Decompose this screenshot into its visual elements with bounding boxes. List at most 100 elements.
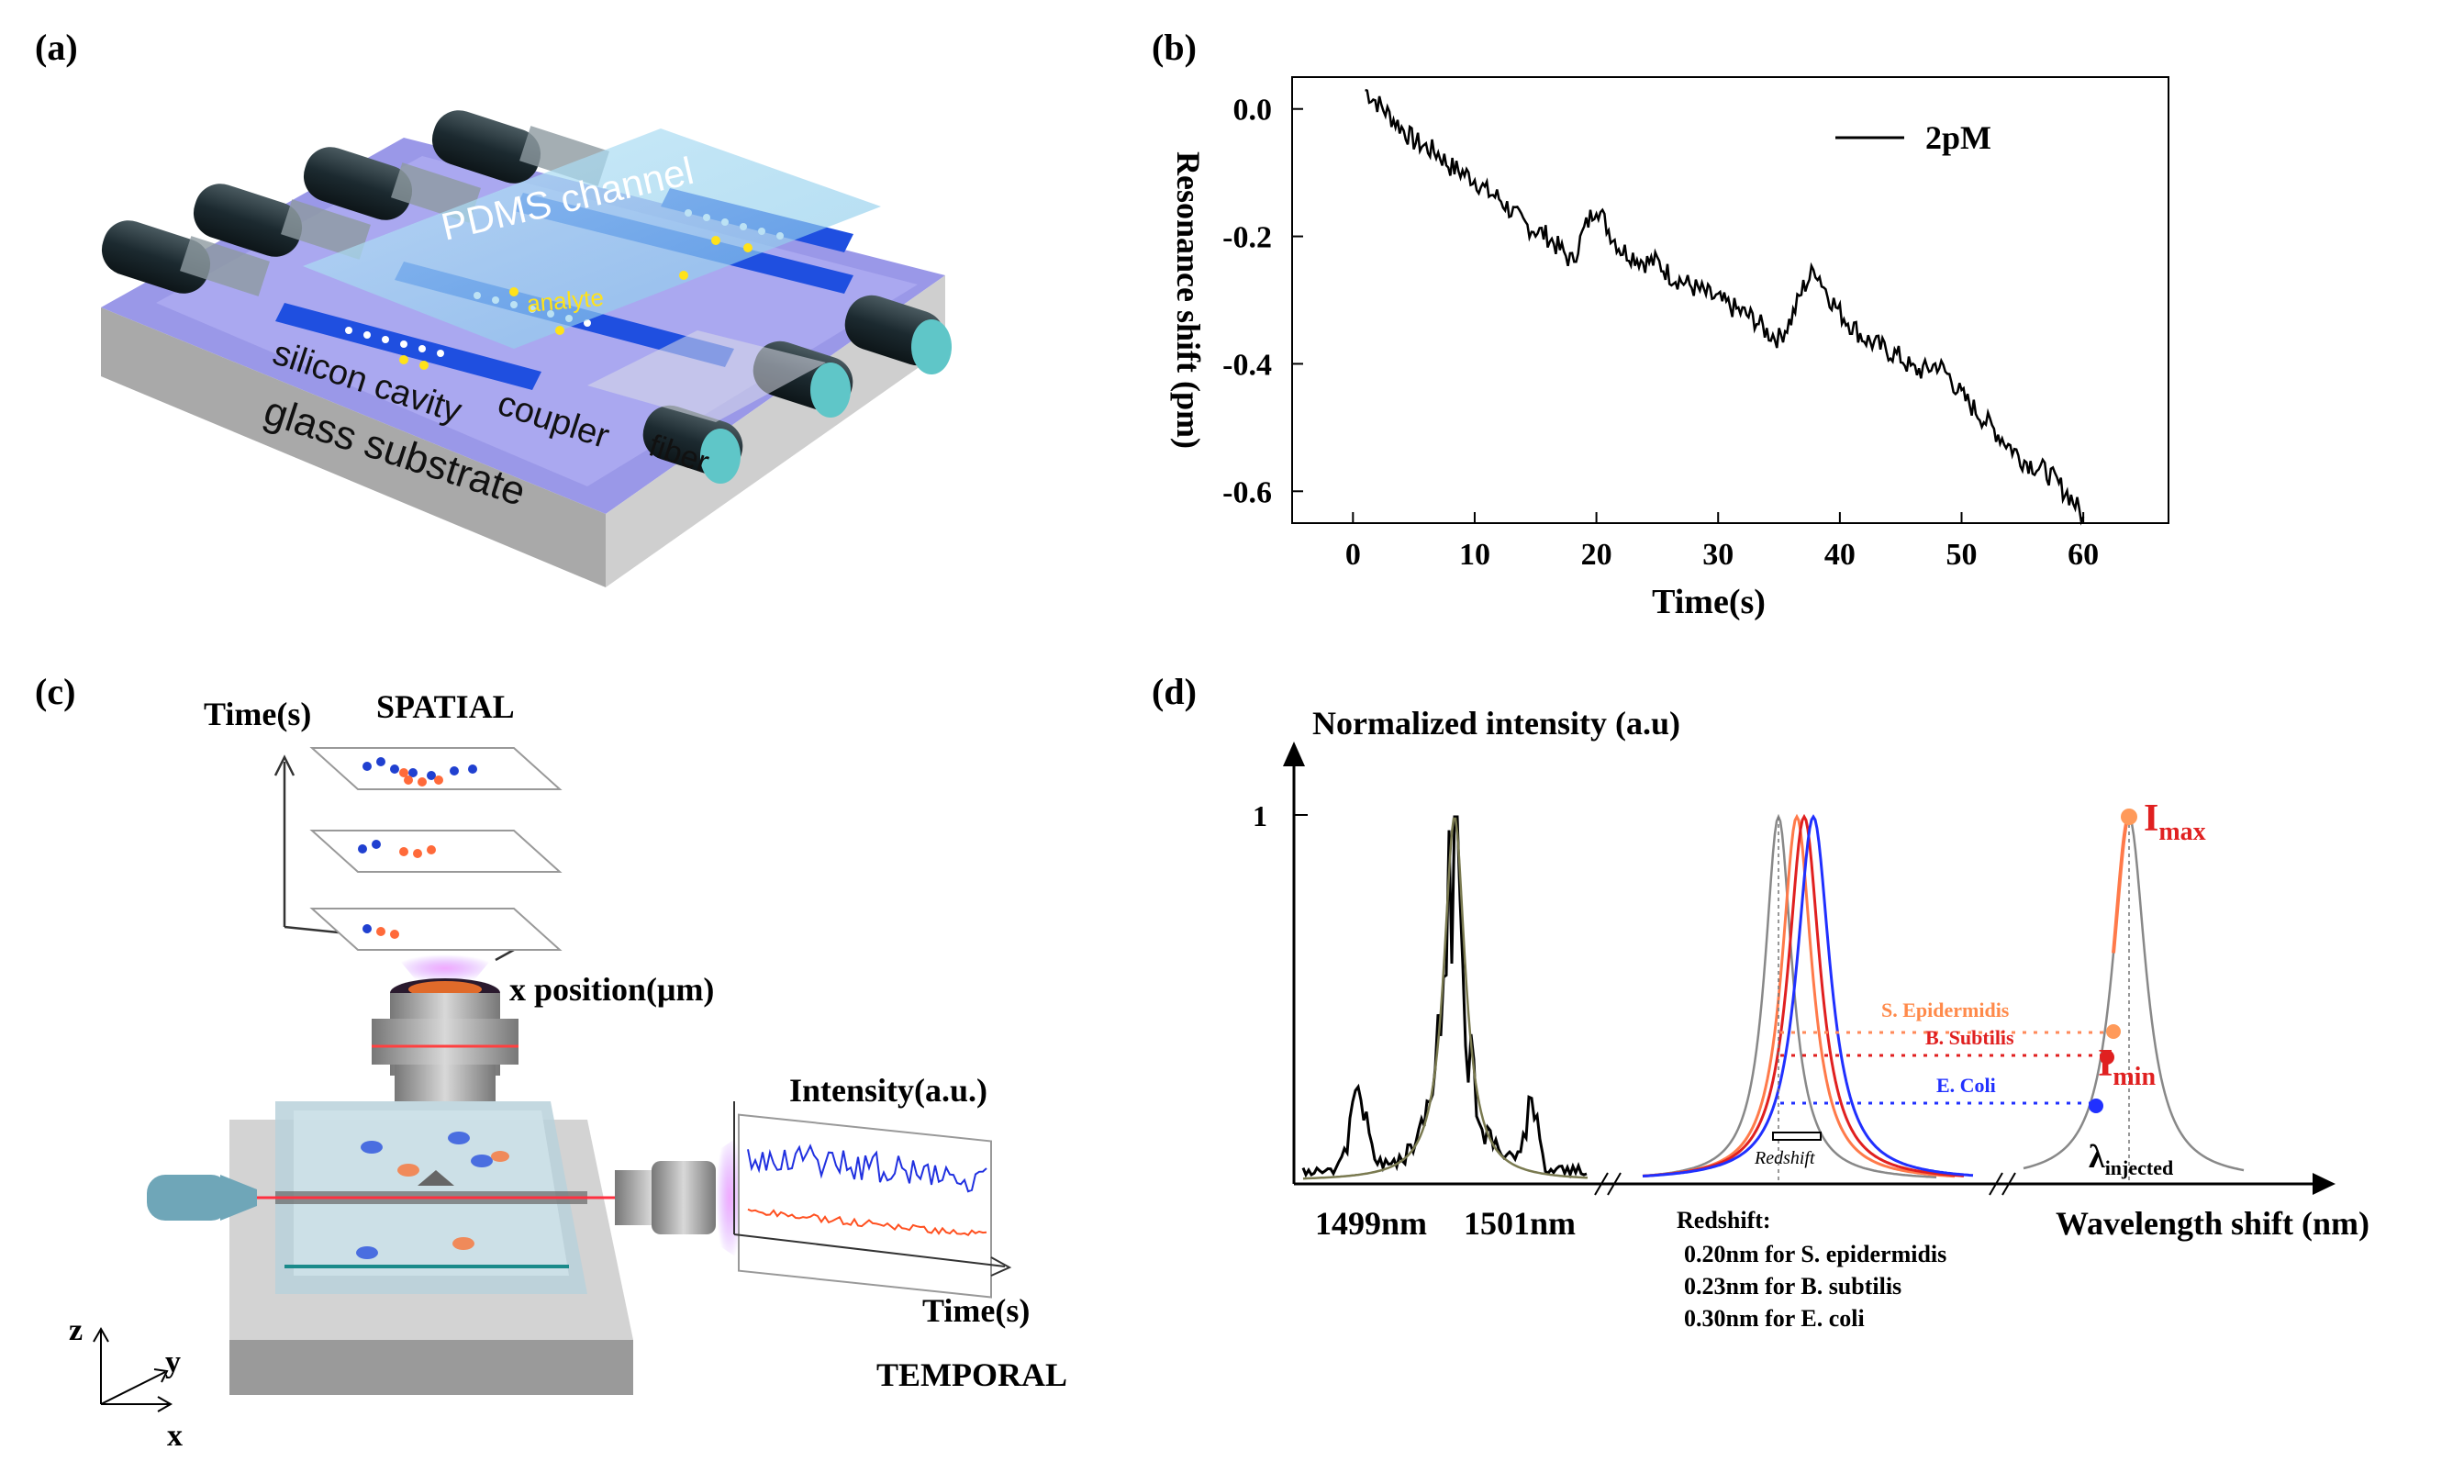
imax-marker (2121, 809, 2137, 825)
chip-cells (356, 1132, 509, 1259)
analyte-label: analyte (526, 284, 605, 318)
redshift-line-1: 0.20nm for S. epidermidis (1684, 1241, 1946, 1267)
spatial-dot (372, 840, 381, 849)
s-epi-marker (2106, 1024, 2121, 1039)
d-ylabel: Normalized intensity (a.u) (1312, 705, 1680, 742)
redshift-title: Redshift: (1677, 1207, 1771, 1233)
axis-z-label: z (69, 1313, 83, 1347)
spatial-dot (404, 775, 413, 785)
chart-ylabel: Resonance shift (pm) (1170, 151, 1207, 449)
imin-sub: min (2113, 1063, 2156, 1091)
imax-sub: max (2158, 818, 2205, 846)
noisy-spectrum (1301, 815, 1588, 1179)
b-sub-label: B. Subtilis (1925, 1026, 2014, 1049)
panel-c-schematic: SPATIAL Time(s) x position(μm) Intensity… (69, 688, 1067, 1453)
series-line-2pM (1365, 88, 2085, 526)
xyz-axes (93, 1326, 173, 1412)
panel-b-chart: 0.0 -0.2 -0.4 -0.6 0 10 20 30 40 50 60 2pM Resona… (1170, 76, 2169, 621)
nm1499-label: 1499nm (1315, 1205, 1427, 1242)
spatial-dot (408, 768, 418, 777)
temporal-orange-trace (747, 1208, 987, 1237)
chart-frame (1291, 76, 2169, 524)
svg-text:λinjected: λinjected (2089, 1138, 2173, 1179)
panel-a-schematic: PDMS channel analyte silicon cavity coup… (101, 110, 952, 587)
e-coli-label: E. Coli (1936, 1074, 1996, 1097)
spatial-dot (399, 847, 408, 856)
panel-d-schematic: Redshift Normalized intensity (a.u) 1 14… (1253, 705, 2369, 1332)
x-ticks: 0 10 20 30 40 50 60 (1345, 512, 2099, 572)
injected-peak-highlight (2112, 815, 2131, 954)
nm1501-label: 1501nm (1464, 1205, 1576, 1242)
spatial-dot (390, 764, 399, 774)
redshift-line-3: 0.30nm for E. coli (1684, 1305, 1865, 1332)
y-tick-label: -0.6 (1222, 475, 1272, 509)
spatial-label: SPATIAL (376, 688, 515, 725)
substrate-front (101, 307, 606, 587)
intensity-label: Intensity(a.u.) (789, 1072, 987, 1109)
panel-label-d: (d) (1152, 671, 1197, 712)
x-tick-label: 30 (1702, 538, 1734, 572)
objective-lens (372, 978, 518, 1101)
spatial-dot (358, 844, 367, 854)
panel-label-c: (c) (35, 671, 76, 712)
d-xlabel: Wavelength shift (nm) (2056, 1205, 2369, 1242)
spatial-dot (376, 927, 385, 936)
analyte-dots (399, 236, 753, 370)
xpos-label: x position(μm) (509, 971, 714, 1008)
axis-y-label: y (165, 1345, 181, 1379)
temporal-blue-trace (747, 1144, 987, 1193)
y-tick-label: -0.2 (1222, 221, 1272, 255)
s-epidermidis-peak (1642, 813, 1956, 1178)
light-cone (395, 954, 496, 982)
imin-main: I (2098, 1043, 2113, 1085)
spatial-dot (427, 771, 436, 780)
time-bottom-label: Time(s) (922, 1292, 1030, 1329)
fiber-array (101, 110, 952, 484)
x-tick-label: 20 (1581, 538, 1612, 572)
stage (229, 1101, 633, 1395)
spatial-dot (390, 930, 399, 939)
spatial-dot (450, 766, 459, 775)
spatial-dot (362, 924, 372, 933)
panel-label-a: (a) (35, 27, 78, 68)
s-epi-label: S. Epidermidis (1881, 999, 2010, 1021)
panel-label-b: (b) (1152, 27, 1197, 68)
b-sub-marker (2100, 1050, 2114, 1065)
spatial-dots (358, 757, 477, 939)
e-coli-marker (2089, 1099, 2103, 1113)
spatial-dot (399, 768, 408, 777)
lambda-sub: injected (2105, 1156, 2174, 1179)
spatial-dot (468, 764, 477, 774)
svg-text:Imax: Imax (2144, 798, 2206, 846)
axis-x-label: x (167, 1419, 183, 1453)
spatial-dot (376, 757, 385, 766)
x-tick-label: 0 (1345, 538, 1361, 572)
spatial-dot (413, 849, 422, 858)
temporal-plot (733, 1101, 1012, 1299)
redshift-small-label: Redshift (1754, 1148, 1815, 1168)
spatial-dot (362, 762, 372, 771)
x-tick-label: 40 (1824, 538, 1856, 572)
spatial-dot (418, 777, 427, 787)
time-top-label: Time(s) (204, 696, 311, 732)
lambda-main: λ (2089, 1138, 2105, 1175)
output-objective (615, 1133, 743, 1262)
pdms-channel (303, 128, 881, 349)
coupler-block (587, 330, 826, 422)
x-tick-label: 10 (1459, 538, 1490, 572)
e-coli-peak (1642, 814, 1974, 1177)
reference-peak (1642, 813, 1937, 1178)
legend-label: 2pM (1925, 119, 1991, 156)
chart-xlabel: Time(s) (1652, 583, 1766, 621)
input-fiber (147, 1175, 642, 1221)
x-tick-label: 50 (1946, 538, 1978, 572)
spatial-dot (434, 775, 443, 785)
spatial-dot (427, 845, 436, 854)
injected-peak (2023, 816, 2245, 1172)
svg-text:Imin: Imin (2098, 1043, 2156, 1091)
x-tick-label: 60 (2068, 538, 2099, 572)
imax-main: I (2144, 798, 2158, 840)
fit-spectrum (1302, 817, 1589, 1180)
temporal-label: TEMPORAL (876, 1356, 1067, 1393)
redshift-line-2: 0.23nm for B. subtilis (1684, 1273, 1901, 1300)
